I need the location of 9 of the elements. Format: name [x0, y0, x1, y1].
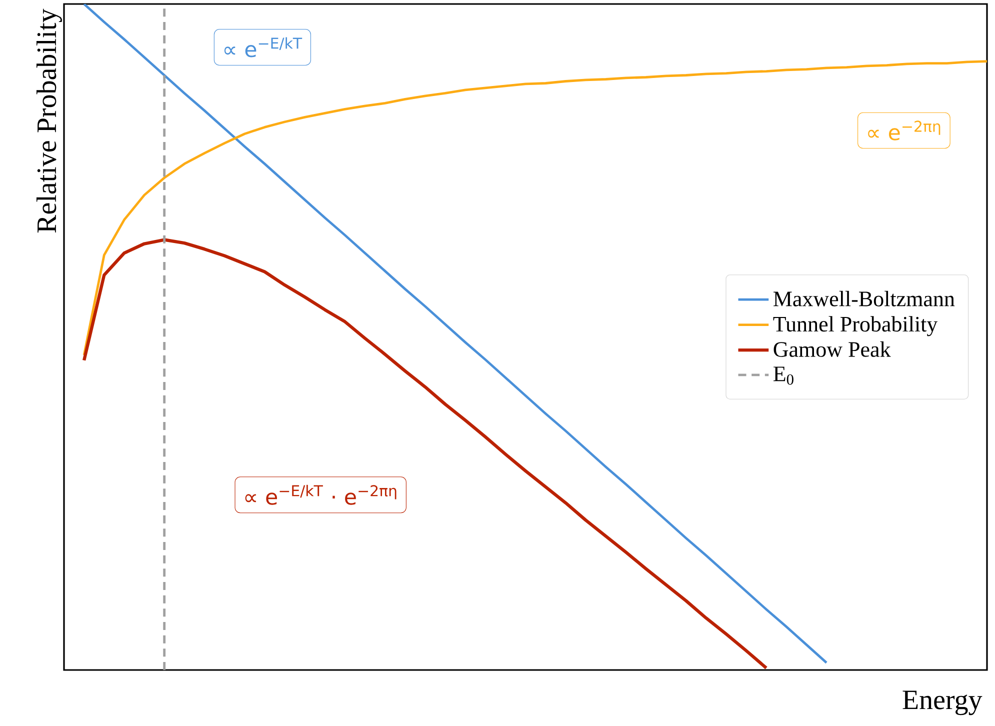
text: E$_{0}$: [774, 366, 794, 385]
y-axis-title: Relative Probability: [36, 8, 62, 233]
annotation: ∝ e$^{−E/kT}$ · e$^{−2πη}$: [245, 484, 396, 505]
legend-label: Gamow Peak: [774, 341, 891, 357]
legend-label: Tunnel Probability: [773, 316, 938, 336]
annotation: ∝ e$^{−E/kT}$: [224, 37, 302, 58]
annotation: ∝ e$^{−2πη}$: [868, 120, 940, 140]
legend-label: Maxwell-Boltzmann: [774, 290, 955, 306]
x-axis-title: Energy: [902, 690, 982, 716]
